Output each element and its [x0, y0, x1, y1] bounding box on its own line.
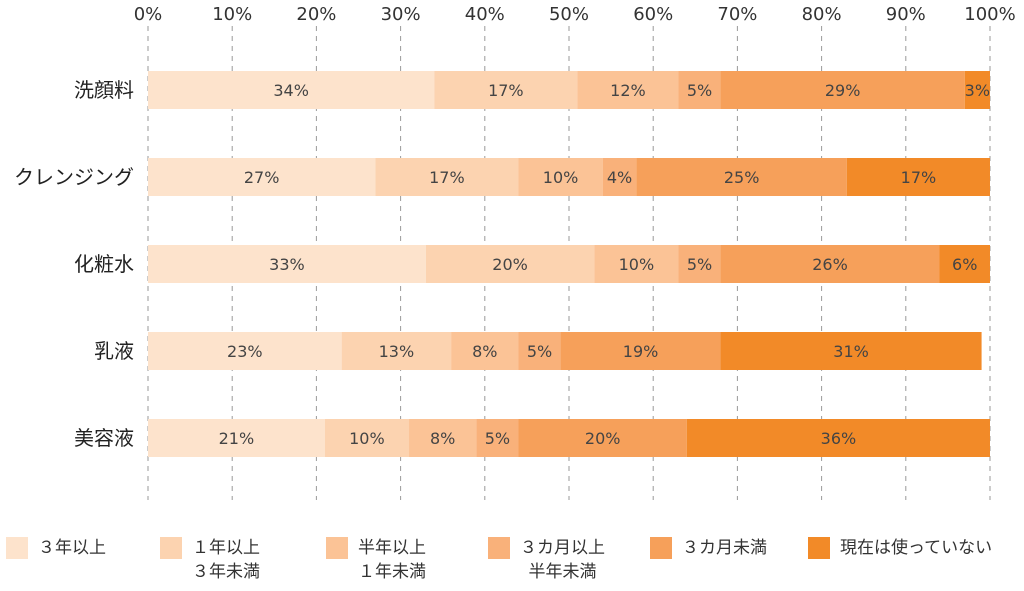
x-tick-label: 70%: [717, 4, 757, 25]
x-tick-label: 20%: [296, 4, 336, 25]
x-tick-label: 100%: [964, 4, 1015, 25]
bar-segment: [636, 158, 847, 196]
x-tick-label: 40%: [465, 4, 505, 25]
legend-label: ３カ月以上 半年未満: [520, 538, 605, 582]
data-label: 5%: [485, 429, 510, 448]
legend-label: １年以上 ３年未満: [192, 538, 260, 582]
data-label: 10%: [349, 429, 385, 448]
bar-segment: [148, 419, 325, 457]
legend-item: ３カ月未満: [650, 536, 767, 560]
category-label: 洗顔料: [74, 78, 134, 102]
bar-segment: [964, 71, 990, 109]
legend-swatch: [650, 537, 672, 559]
x-tick-label: 10%: [212, 4, 252, 25]
legend-item: 半年以上 １年未満: [326, 536, 426, 584]
bar-segment: [602, 158, 637, 196]
x-tick-label: 0%: [134, 4, 163, 25]
bar-segment: [594, 245, 679, 283]
data-label: 4%: [607, 168, 632, 187]
legend-label: 現在は使っていない: [840, 538, 993, 558]
bar-segment: [518, 332, 561, 370]
x-tick-label: 90%: [886, 4, 926, 25]
data-label: 6%: [952, 255, 977, 274]
bar-segment: [451, 332, 519, 370]
bar-segment: [375, 158, 519, 196]
data-label: 5%: [687, 81, 712, 100]
legend-item: １年以上 ３年未満: [160, 536, 260, 584]
data-label: 34%: [273, 81, 309, 100]
bar-segment: [678, 71, 721, 109]
bar-segment: [518, 419, 687, 457]
data-label: 36%: [821, 429, 857, 448]
bar-segment: [577, 71, 679, 109]
data-label: 10%: [543, 168, 579, 187]
bar-segment: [148, 158, 376, 196]
legend-item: ３カ月以上 半年未満: [488, 536, 605, 584]
bar-segment: [148, 71, 435, 109]
data-label: 21%: [219, 429, 255, 448]
legend-item: ３年以上: [6, 536, 106, 560]
data-label: 17%: [901, 168, 937, 187]
bar-segment: [148, 332, 342, 370]
legend-label: 半年以上 １年未満: [358, 538, 426, 582]
x-tick-label: 50%: [549, 4, 589, 25]
x-tick-label: 60%: [633, 4, 673, 25]
bar-segment: [846, 158, 990, 196]
legend: ３年以上 １年以上 ３年未満 半年以上 １年未満 ３カ月以上 半年未満 ３カ月未満 現在は…: [0, 536, 1024, 591]
data-label: 8%: [430, 429, 455, 448]
legend-swatch: [808, 537, 830, 559]
data-label: 5%: [687, 255, 712, 274]
data-label: 29%: [825, 81, 861, 100]
data-label: 5%: [527, 342, 552, 361]
bars: 34% 17% 12% 5% 29% 3% 27% 17% 10% 4% 25% 17% 33% 20% 1…: [148, 71, 990, 457]
data-label: 31%: [833, 342, 869, 361]
legend-swatch: [6, 537, 28, 559]
bar-segment: [341, 332, 452, 370]
x-axis-ticks: 0% 10% 20% 30% 40% 50% 60% 70% 80% 90% 100%: [134, 4, 1016, 25]
data-label: 8%: [472, 342, 497, 361]
bar-segment: [148, 245, 426, 283]
data-label: 3%: [965, 81, 990, 100]
data-label: 12%: [610, 81, 646, 100]
data-label: 25%: [724, 168, 760, 187]
category-label: 美容液: [74, 426, 134, 450]
x-tick-label: 80%: [802, 4, 842, 25]
legend-swatch: [326, 537, 348, 559]
category-label: 化粧水: [74, 252, 134, 276]
category-label: 乳液: [94, 339, 134, 363]
bar-segment: [678, 245, 721, 283]
data-label: 23%: [227, 342, 263, 361]
data-label: 20%: [585, 429, 621, 448]
data-label: 17%: [488, 81, 524, 100]
bar-segment: [720, 245, 940, 283]
bar-segment: [324, 419, 410, 457]
bar-segment: [425, 245, 595, 283]
legend-swatch: [488, 537, 510, 559]
bar-segment: [560, 332, 721, 370]
bar-segment: [476, 419, 519, 457]
legend-swatch: [160, 537, 182, 559]
bar-segment: [939, 245, 990, 283]
data-label: 26%: [812, 255, 848, 274]
bar-segment: [434, 71, 578, 109]
bar-segment: [409, 419, 477, 457]
data-label: 27%: [244, 168, 280, 187]
x-tick-label: 30%: [381, 4, 421, 25]
legend-label: ３年以上: [38, 538, 106, 558]
stacked-bar-chart: 0% 10% 20% 30% 40% 50% 60% 70% 80% 90% 100% 34% 17%…: [14, 4, 1016, 500]
data-label: 13%: [379, 342, 415, 361]
data-label: 10%: [619, 255, 655, 274]
data-label: 20%: [492, 255, 528, 274]
data-label: 19%: [623, 342, 659, 361]
data-label: 33%: [269, 255, 305, 274]
bar-segment: [518, 158, 603, 196]
legend-item: 現在は使っていない: [808, 536, 992, 560]
data-label: 17%: [429, 168, 465, 187]
bar-segment: [720, 71, 965, 109]
category-label: クレンジング: [14, 165, 134, 189]
bar-segment: [686, 419, 990, 457]
legend-label: ３カ月未満: [682, 538, 767, 558]
bar-segment: [720, 332, 982, 370]
